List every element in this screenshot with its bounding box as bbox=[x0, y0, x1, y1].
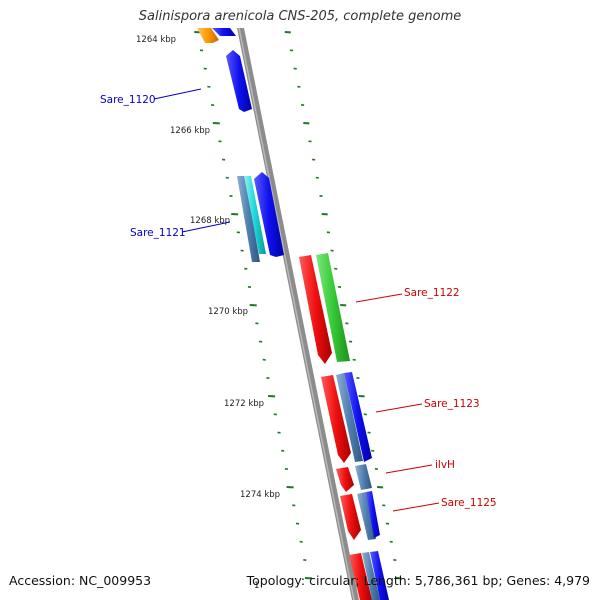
topology-label: Topology: circular; Length: 5,786,361 bp… bbox=[246, 573, 590, 588]
map-title: Salinispora arenicola CNS-205, complete … bbox=[138, 9, 462, 24]
tick-label-1272: 1272 kbp bbox=[224, 399, 264, 409]
tick-label-1270: 1270 kbp bbox=[208, 307, 248, 317]
gene-sare-1125-red[interactable] bbox=[340, 494, 361, 540]
gene-label-sare-1122: Sare_1122 bbox=[404, 287, 460, 299]
tick-label-1274: 1274 kbp bbox=[240, 490, 280, 500]
gene-label-sare-1120: Sare_1120 bbox=[100, 94, 156, 106]
gene-sare-1123-steel[interactable] bbox=[336, 373, 363, 462]
small-tick-label: 1 bbox=[254, 581, 259, 591]
gene-label-sare-1121: Sare_1121 bbox=[130, 227, 186, 239]
tick-label-1268: 1268 kbp bbox=[190, 216, 230, 226]
genome-backbone bbox=[237, 28, 359, 600]
gene-steelblue-left[interactable] bbox=[237, 176, 260, 262]
accession-label: Accession: NC_009953 bbox=[9, 573, 152, 588]
gene-feature-top-blue[interactable] bbox=[212, 28, 236, 36]
gene-label-sare-1125: Sare_1125 bbox=[441, 497, 497, 509]
gene-label-sare-1123: Sare_1123 bbox=[424, 398, 480, 410]
gene-sare-1121-cyan[interactable] bbox=[244, 176, 266, 254]
gene-sare-1125[interactable] bbox=[366, 491, 380, 538]
gene-bottom-steel[interactable] bbox=[362, 552, 380, 600]
gene-bottom-blue[interactable] bbox=[370, 551, 389, 600]
gene-sare-1120[interactable] bbox=[226, 50, 252, 112]
gene-ilvh[interactable] bbox=[355, 464, 372, 490]
tick-label-1266: 1266 kbp bbox=[170, 126, 210, 136]
tick-marks bbox=[194, 31, 402, 580]
gene-sare-1122[interactable] bbox=[316, 253, 350, 362]
orange-rna-feature[interactable] bbox=[197, 28, 219, 43]
gene-sare-1123-red[interactable] bbox=[321, 375, 351, 463]
gene-sare-1122-red[interactable] bbox=[299, 255, 332, 364]
gene-label-ilvh: ilvH bbox=[435, 459, 455, 471]
gene-sare-1121[interactable] bbox=[254, 172, 284, 257]
tick-label-1264: 1264 kbp bbox=[136, 35, 176, 45]
gene-ilvh-red[interactable] bbox=[336, 467, 354, 492]
gene-bottom-red[interactable] bbox=[349, 553, 372, 600]
gene-sare-1125-steel[interactable] bbox=[357, 492, 376, 540]
gene-sare-1123[interactable] bbox=[344, 372, 372, 462]
